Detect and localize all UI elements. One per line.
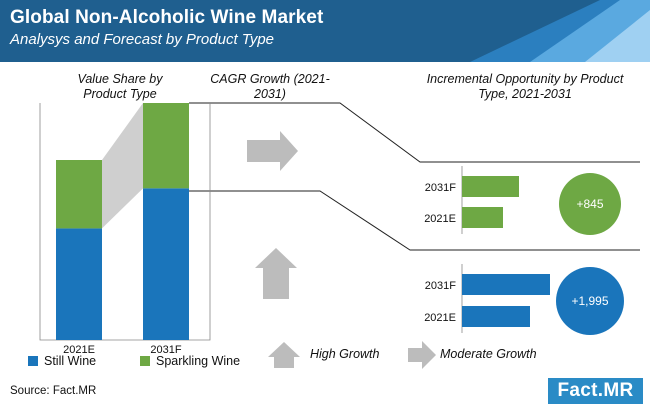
moderate-growth-arrow-icon: [247, 131, 298, 171]
share-tick-2031F: 2031F: [150, 344, 181, 356]
high-growth-label: High Growth: [310, 347, 380, 361]
high-growth-arrow-icon: [255, 248, 297, 299]
cagr-heading: CAGR Growth (2021-2031): [210, 72, 330, 101]
opp-tick-2021E: 2021E: [424, 312, 456, 324]
moderate-growth-label: Moderate Growth: [440, 347, 537, 361]
opp-bar-still-wine-2021E: [462, 306, 530, 327]
bar-sparkling-2031F: [143, 103, 189, 189]
opp-bar-sparkling-wine-2021E: [462, 207, 503, 228]
page-title: Global Non-Alcoholic Wine Market: [10, 7, 324, 28]
value-share-heading: Value Share by Product Type: [77, 72, 163, 101]
header-background: [0, 0, 650, 62]
opp-badge-0: [559, 173, 621, 235]
share-tick-2021E: 2021E: [63, 344, 95, 356]
high-growth-legend-icon: [268, 342, 300, 368]
page-subtitle: Analysys and Forecast by Product Type: [10, 31, 275, 48]
legend-swatch-still: [28, 356, 38, 366]
bar-still-2031F: [143, 188, 189, 340]
opp-badge-label-1: +1,995: [571, 294, 608, 308]
opp-badge-label-0: +845: [576, 197, 603, 211]
bar-sparkling-2021E: [56, 160, 102, 229]
share-frame: [39, 103, 211, 341]
header-banner: Global Non-Alcoholic Wine Market Analysy…: [0, 0, 650, 62]
opp-tick-2021E: 2021E: [424, 213, 456, 225]
opp-bar-still-wine-2031F: [462, 274, 550, 295]
funnel-line-bottom: [189, 190, 640, 251]
legend-label-still: Still Wine: [44, 354, 97, 368]
source-note: Source: Fact.MR: [10, 385, 97, 397]
legend-swatch-sparkling: [140, 356, 150, 366]
opp-badge-1: [556, 267, 624, 335]
moderate-growth-legend-icon: [408, 341, 436, 369]
legend-sparkling: Sparkling Wine: [140, 354, 240, 368]
funnel-line-top: [189, 102, 640, 163]
opp-bar-sparkling-wine-2031F: [462, 176, 519, 197]
legend-label-sparkling: Sparkling Wine: [156, 354, 241, 368]
share-connector: [102, 103, 143, 229]
opp-tick-2031F: 2031F: [425, 182, 456, 194]
legend-still: Still Wine: [28, 354, 96, 368]
factmr-logo: Fact.MR: [548, 378, 643, 404]
bar-still-2021E: [56, 228, 102, 340]
opp-tick-2031F: 2031F: [425, 280, 456, 292]
incremental-heading: Incremental Opportunity by Product Type,…: [426, 72, 624, 101]
